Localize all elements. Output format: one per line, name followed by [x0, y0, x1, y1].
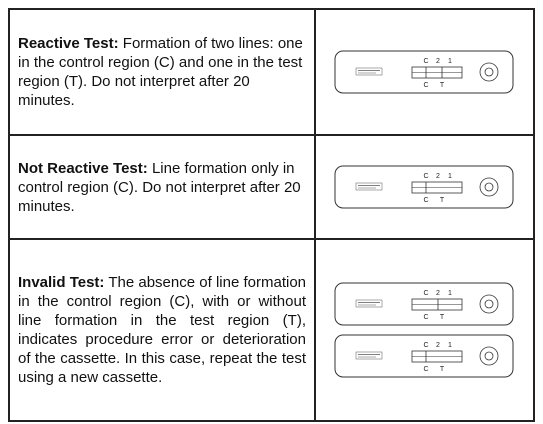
result-label: Not Reactive Test: — [18, 159, 148, 177]
sample-well-inner — [484, 351, 493, 361]
window-top-label: 1 — [448, 290, 452, 297]
window-top-label: 2 — [436, 342, 440, 349]
window-top-label: 2 — [436, 58, 440, 65]
window-bottom-label: T — [439, 197, 444, 204]
table: Reactive Test: Formation of two lines: o… — [8, 8, 535, 422]
cassette: C 2 1 C T — [334, 50, 513, 94]
sticker — [355, 351, 382, 360]
window-bottom-label: C — [423, 314, 428, 321]
window-bottom-label: T — [439, 82, 444, 89]
window-top-label: C — [423, 173, 428, 180]
cassette: C 2 1 C T — [334, 165, 513, 209]
window-top-label: C — [423, 342, 428, 349]
row: Reactive Test: Formation of two lines: o… — [8, 8, 535, 136]
window-bottom-label: T — [439, 314, 444, 321]
window-top-label: C — [423, 290, 428, 297]
description-cell: Not Reactive Test: Line formation only i… — [8, 134, 316, 240]
sticker — [355, 299, 382, 308]
illustration-cell: C 2 1 C T — [314, 8, 535, 136]
result-text: Line formation only in control region (C… — [18, 159, 301, 215]
cassette: C 2 1 C T — [334, 334, 513, 378]
cassette: C 2 1 C T — [334, 282, 513, 326]
window-bottom-label: T — [439, 366, 444, 373]
illustration-cell: C 2 1 C T C 2 1 C T — [314, 238, 535, 422]
sample-well-inner — [484, 182, 493, 192]
window-bottom-label: C — [423, 366, 428, 373]
description-cell: Reactive Test: Formation of two lines: o… — [8, 8, 316, 136]
results-table: Reactive Test: Formation of two lines: o… — [8, 8, 535, 422]
result-text: Formation of two lines: one in the contr… — [18, 35, 303, 109]
window-bottom-label: C — [423, 197, 428, 204]
window-top-label: 2 — [436, 173, 440, 180]
illustration-cell: C 2 1 C T — [314, 134, 535, 240]
sticker — [355, 67, 382, 76]
description-cell: Invalid Test: The absence of line format… — [8, 238, 316, 422]
row: Not Reactive Test: Line formation only i… — [8, 134, 535, 240]
window-top-label: C — [423, 58, 428, 65]
window-top-label: 2 — [436, 290, 440, 297]
sample-well-inner — [484, 67, 493, 77]
sticker — [355, 182, 382, 191]
window-bottom-label: C — [423, 82, 428, 89]
sample-well-inner — [484, 299, 493, 309]
window-top-label: 1 — [448, 173, 452, 180]
row: Invalid Test: The absence of line format… — [8, 238, 535, 422]
result-text: The absence of line formation in the con… — [18, 274, 307, 386]
result-label: Reactive Test: — [18, 35, 119, 52]
window-top-label: 1 — [448, 58, 452, 65]
window-top-label: 1 — [448, 342, 452, 349]
result-label: Invalid Test: — [18, 274, 105, 291]
